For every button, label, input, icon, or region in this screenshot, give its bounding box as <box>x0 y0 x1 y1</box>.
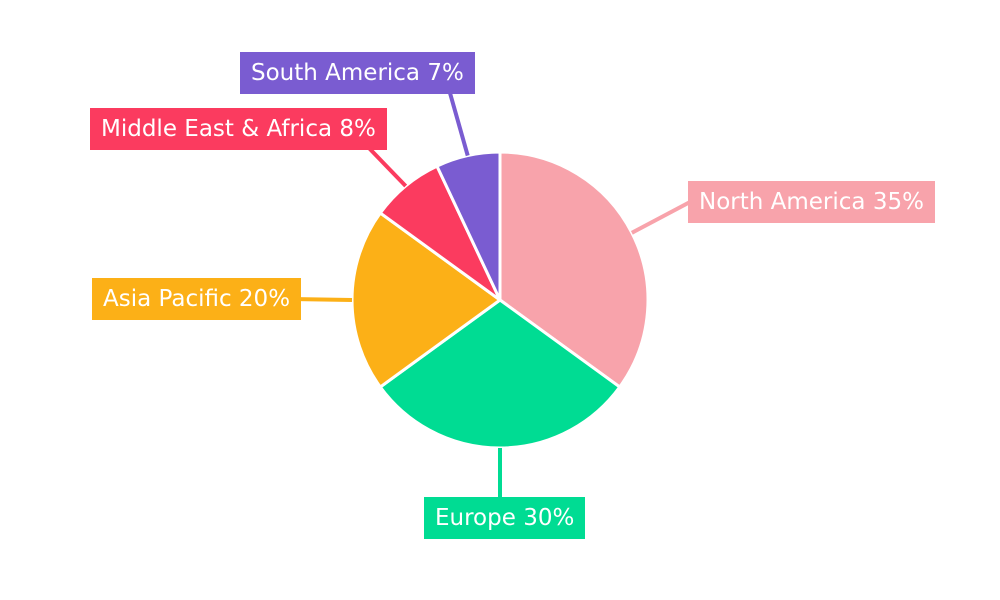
callout-label-europe: Europe 30% <box>424 497 586 539</box>
pie-slice-south-america[interactable] <box>435 150 502 302</box>
leader-line-north-america <box>630 200 691 235</box>
leader-line-south-america <box>448 92 470 157</box>
callout-label-asia-pacific: Asia Pacific 20% <box>92 278 302 320</box>
callout-label-south-america: South America 7% <box>240 52 475 94</box>
pie-slice-north-america[interactable] <box>498 150 650 389</box>
pie-slice-europe[interactable] <box>378 298 622 450</box>
pie-slice-asia-pacific[interactable] <box>350 211 502 389</box>
leader-line-asia-pacific <box>290 297 353 302</box>
leader-line-middle-east-africa <box>365 144 408 188</box>
callout-label-north-america: North America 35% <box>688 181 935 223</box>
callout-label-middle-east-africa: Middle East & Africa 8% <box>90 108 387 150</box>
